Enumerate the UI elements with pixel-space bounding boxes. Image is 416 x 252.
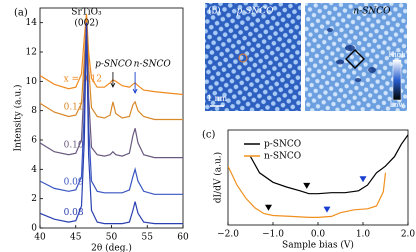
gap-marker xyxy=(323,206,331,213)
annotation: SrTiO₃ xyxy=(71,8,102,18)
legend-label: n-SNCO xyxy=(264,152,301,162)
annotation: n-SNCO xyxy=(134,60,172,70)
series-line xyxy=(40,13,183,96)
y-axis-label: Intensity (a.u.) xyxy=(13,84,24,151)
y-tick-label: 2 xyxy=(31,194,37,204)
panel-label: (a) xyxy=(14,8,28,19)
x-tick-label: 2.0 xyxy=(401,230,416,240)
y-axis-label: dI/dV (a.u.) xyxy=(213,152,224,203)
y-tick-label: 4 xyxy=(31,165,37,175)
colorbar-label: High xyxy=(388,51,406,59)
x-tick-label: −2.0 xyxy=(217,230,239,240)
annotation: p-SNCO xyxy=(95,60,133,70)
series-line xyxy=(40,22,183,225)
arrow xyxy=(132,72,138,95)
x-axis-label: Sample bias (V) xyxy=(282,240,354,251)
panel-label: (b) xyxy=(208,6,221,17)
series-line xyxy=(228,165,387,218)
plots: 40 45 50 55 60 0 2 4 6 8 10 12 14 2θ (deg.) Intensity … xyxy=(13,8,416,252)
x-tick-label: 40 xyxy=(34,233,46,243)
stm-image-p xyxy=(205,3,301,111)
image-title: n-SNCO xyxy=(353,7,391,17)
series-line xyxy=(40,22,183,159)
image-title: p-SNCO xyxy=(236,7,274,17)
unit-cell xyxy=(345,49,365,69)
y-tick-label: 12 xyxy=(26,48,37,58)
y-tick-label: 6 xyxy=(31,136,37,146)
y-tick-label: 8 xyxy=(31,106,37,116)
site-marker xyxy=(238,53,248,63)
series-label: 0.08 xyxy=(64,208,84,218)
y-tick-label: 14 xyxy=(26,18,38,28)
series-label: 0.09 xyxy=(64,177,84,187)
gap-marker xyxy=(265,204,272,211)
scale-bar-label: 1 nm xyxy=(207,94,228,103)
x-axis-label: 2θ (deg.) xyxy=(91,243,132,252)
dark-defects xyxy=(327,28,376,82)
x-tick-label: 50 xyxy=(106,233,118,243)
arrow xyxy=(110,72,116,88)
y-tick-label: 10 xyxy=(26,77,38,87)
x-tick-label: 0.0 xyxy=(311,230,326,240)
panel-label: (c) xyxy=(202,130,216,141)
x-tick-label: 55 xyxy=(142,233,154,243)
series-line xyxy=(249,134,408,195)
colorbar xyxy=(392,59,402,101)
x-tick-label: 60 xyxy=(177,233,189,243)
x-tick-label: 45 xyxy=(70,233,82,243)
series-line xyxy=(40,22,183,121)
x-tick-label: −1.0 xyxy=(262,230,284,240)
gap-marker xyxy=(359,176,367,183)
series-label: 0.11 xyxy=(64,103,84,113)
annotation: (002) xyxy=(74,18,98,29)
series-label: 0.10 xyxy=(64,141,84,151)
axes-frame xyxy=(39,7,184,229)
colorbar-label: Low xyxy=(390,101,405,109)
gap-marker xyxy=(303,182,311,189)
x-tick-label: 1.0 xyxy=(356,230,371,240)
stm-image-n xyxy=(305,3,407,111)
legend-label: p-SNCO xyxy=(264,140,301,150)
y-tick-label: 0 xyxy=(31,224,37,234)
series-line xyxy=(40,22,183,195)
